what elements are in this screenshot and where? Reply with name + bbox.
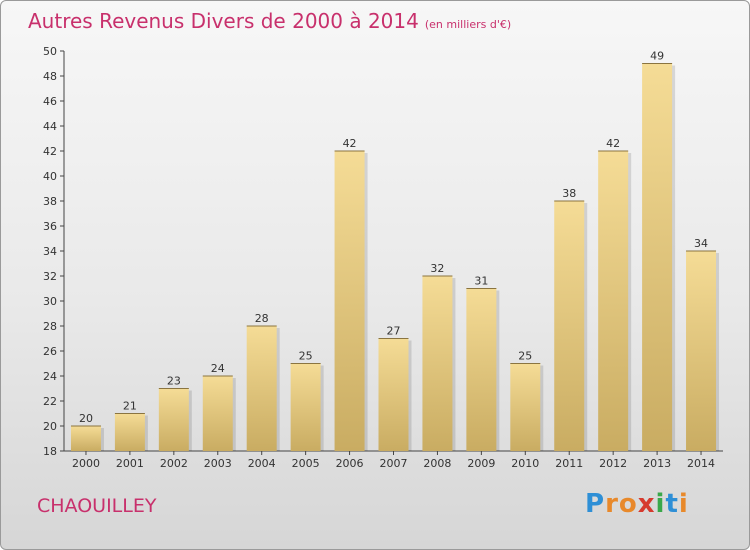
axes: 18 20 22 24 26 28 30 32 34 36 38 40 42 44 46 48 50 2000 20…: [43, 45, 723, 470]
logo-letter: P: [585, 489, 606, 519]
x-tick-label: 2007: [380, 457, 408, 470]
bar: [246, 326, 277, 451]
bar: [686, 251, 717, 451]
y-tick-label: 44: [43, 120, 57, 133]
x-tick-label: 2004: [248, 457, 276, 470]
data-label: 23: [167, 375, 181, 388]
data-label: 21: [123, 400, 137, 413]
y-tick-label: 38: [43, 195, 57, 208]
x-tick-label: 2012: [599, 457, 627, 470]
data-label: 32: [430, 262, 444, 275]
data-label: 25: [518, 350, 532, 363]
y-tick-label: 24: [43, 370, 57, 383]
chart-title-text: Autres Revenus Divers de 2000 à 2014: [28, 9, 419, 33]
logo-letter: i: [655, 489, 666, 519]
data-label: 34: [694, 237, 708, 250]
bar: [422, 276, 453, 451]
bar: [290, 363, 321, 451]
y-tick-label: 50: [43, 45, 57, 58]
y-tick-label: 46: [43, 95, 57, 108]
bars: [70, 63, 720, 451]
y-tick-label: 42: [43, 145, 57, 158]
chart-title: Autres Revenus Divers de 2000 à 2014 (en …: [28, 9, 511, 33]
y-tick-label: 40: [43, 170, 57, 183]
logo-letter: o: [618, 489, 638, 519]
bar: [378, 338, 409, 451]
data-label: 24: [211, 362, 225, 375]
y-tick-label: 30: [43, 295, 57, 308]
logo-letter: r: [605, 489, 619, 519]
x-tick-label: 2010: [511, 457, 539, 470]
bar: [598, 151, 629, 451]
x-tick-label: 2003: [204, 457, 232, 470]
bar: [466, 288, 497, 451]
data-label: 25: [299, 350, 313, 363]
chart-subtitle: (en milliers d'€): [424, 18, 512, 31]
y-tick-label: 22: [43, 395, 57, 408]
commune-name: CHAOUILLEY: [37, 495, 157, 517]
data-label: 27: [387, 325, 401, 338]
bar: [114, 413, 145, 451]
x-tick-label: 2009: [467, 457, 495, 470]
y-tick-label: 48: [43, 70, 57, 83]
y-tick-label: 18: [43, 445, 57, 458]
proxiti-logo: Proxiti: [585, 489, 689, 519]
x-tick-label: 2013: [643, 457, 671, 470]
data-label: 49: [650, 50, 664, 63]
x-tick-label: 2006: [336, 457, 364, 470]
y-tick-label: 20: [43, 420, 57, 433]
bar: [642, 63, 673, 451]
y-tick-label: 32: [43, 270, 57, 283]
x-tick-label: 2011: [555, 457, 583, 470]
data-label: 42: [606, 137, 620, 150]
data-label: 31: [474, 275, 488, 288]
bar: [158, 388, 189, 451]
bar: [510, 363, 541, 451]
y-tick-label: 36: [43, 220, 57, 233]
logo-letter: t: [665, 489, 679, 519]
bar: [554, 201, 585, 451]
data-label: 28: [255, 312, 269, 325]
x-tick-label: 2008: [423, 457, 451, 470]
bar: [334, 151, 365, 451]
x-tick-label: 2002: [160, 457, 188, 470]
bar: [70, 426, 101, 451]
y-tick-label: 34: [43, 245, 57, 258]
x-tick-label: 2014: [687, 457, 715, 470]
data-labels: 20 21 23 24 28 25 42 27 32 31 25 38 42 49 34: [79, 50, 708, 426]
y-tick-label: 26: [43, 345, 57, 358]
x-tick-label: 2000: [72, 457, 100, 470]
logo-letter: x: [637, 489, 656, 519]
data-label: 42: [343, 137, 357, 150]
logo-letter: i: [678, 489, 689, 519]
data-label: 38: [562, 187, 576, 200]
bar: [202, 376, 233, 451]
y-tick-label: 28: [43, 320, 57, 333]
x-tick-label: 2001: [116, 457, 144, 470]
x-tick-label: 2005: [292, 457, 320, 470]
data-label: 20: [79, 412, 93, 425]
